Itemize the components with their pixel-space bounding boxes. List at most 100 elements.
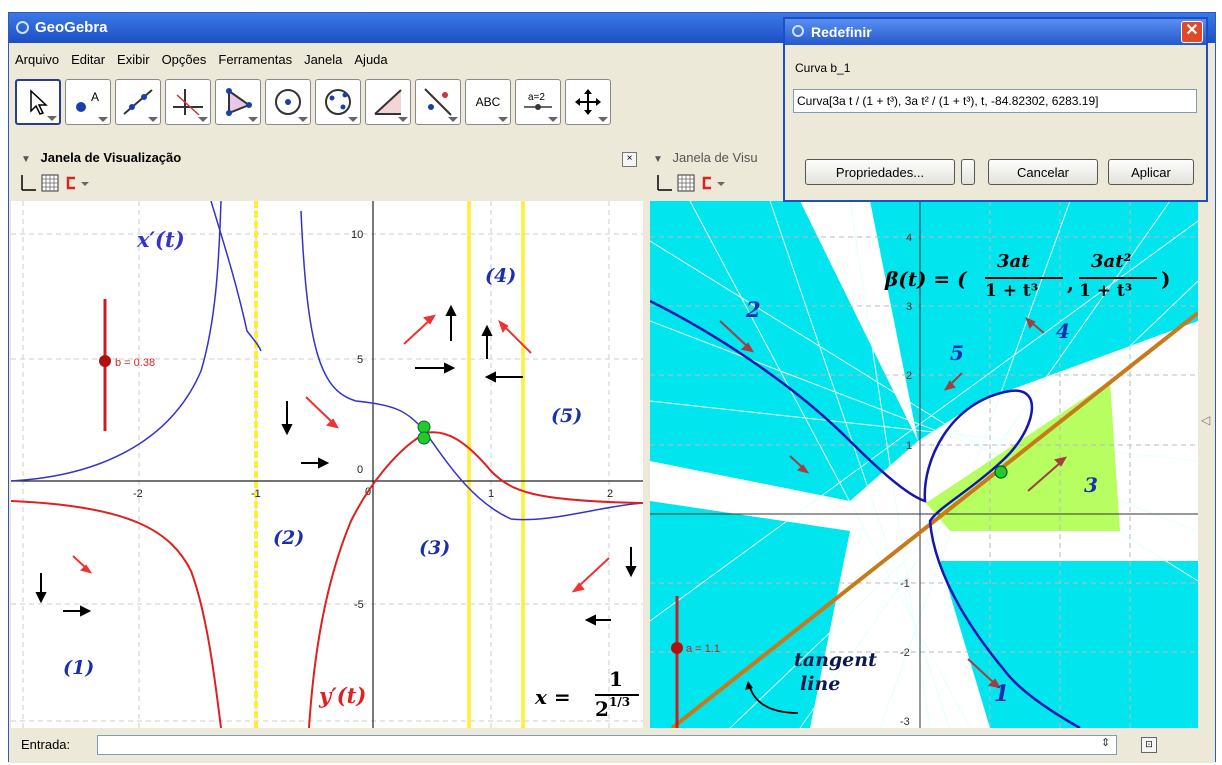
conic-tool-button[interactable] — [315, 79, 361, 125]
point-capture-icon[interactable] — [63, 174, 91, 192]
circle-tool-button[interactable] — [265, 79, 311, 125]
cancel-button[interactable]: Cancelar — [988, 159, 1098, 185]
keyboard-toggle-icon[interactable]: ⊡ — [1141, 737, 1157, 753]
menu-exibir[interactable]: Exibir — [117, 52, 150, 67]
green-point[interactable] — [417, 420, 431, 434]
collapse-arrow-icon[interactable]: ▼ — [653, 154, 663, 165]
menu-bar: Arquivo Editar Exibir Opções Ferramentas… — [9, 49, 394, 71]
line-tool-button[interactable] — [115, 79, 161, 125]
left-view-title: Janela de Visualização — [40, 150, 182, 165]
right-view-header: ▼ Janela de Visu — [653, 147, 758, 169]
tangent-line — [670, 311, 1198, 728]
input-field[interactable] — [97, 735, 1117, 755]
x-prime-label: x′(t) — [137, 227, 185, 252]
slider-a-label: a = 1.1 — [686, 643, 720, 655]
separator-button — [961, 159, 975, 185]
frac2-denominator: 1 + t³ — [1079, 281, 1133, 301]
slider-tool-button[interactable]: a=2 — [515, 79, 561, 125]
segment-label-5: 5 — [950, 341, 964, 365]
tick-x-2: 2 — [607, 488, 613, 500]
angle-icon — [374, 89, 402, 115]
polygon-tool-button[interactable] — [215, 79, 261, 125]
definition-input[interactable]: Curva[3a t / (1 + t³), 3a t² / (1 + t³),… — [793, 89, 1197, 113]
menu-editar[interactable]: Editar — [71, 52, 106, 67]
frac1-numerator: 3at — [997, 251, 1030, 272]
red-direction-arrows — [72, 314, 610, 593]
conic-icon — [325, 89, 351, 115]
expand-view-icon[interactable]: ◁ — [1201, 413, 1211, 427]
properties-button[interactable]: Propriedades... — [805, 159, 955, 185]
slider-a-knob[interactable] — [671, 642, 683, 654]
input-bar-label: Entrada: — [21, 737, 71, 752]
frac2-numerator: 3at² — [1091, 251, 1132, 272]
svg-text:A: A — [91, 90, 99, 104]
move-tool-button[interactable] — [15, 79, 61, 125]
formula-exponent: 1/3 — [609, 695, 631, 709]
point-tool-button[interactable]: A — [65, 79, 111, 125]
tick-y-1: 1 — [906, 440, 912, 452]
close-view-icon[interactable]: × — [622, 152, 637, 167]
axes-toggle-icon[interactable] — [19, 174, 37, 192]
tangent-label-line1: tangent — [794, 649, 877, 671]
region-1-label: (1) — [63, 657, 95, 679]
toolbar: A ABC — [15, 79, 611, 127]
grid-toggle-icon[interactable] — [41, 174, 59, 192]
green-point[interactable] — [417, 431, 431, 445]
point-icon: A — [76, 90, 99, 112]
tick-y-4: 4 — [906, 232, 912, 244]
input-history-icon[interactable]: ⇕ — [1101, 737, 1111, 749]
tangent-label-line2: line — [800, 673, 841, 695]
right-view-title: Janela de Visu — [672, 150, 758, 165]
redefine-dialog: Redefinir ✕ Curva b_1 Curva[3a t / (1 + … — [783, 17, 1208, 202]
region-3-label: (3) — [419, 537, 451, 559]
menu-opcoes[interactable]: Opções — [161, 52, 207, 67]
text-tool-button[interactable]: ABC — [465, 79, 511, 125]
input-bar: Entrada: ⇕ ⊡ — [9, 729, 1215, 763]
right-tick-labels: 4 3 2 1 -1 -2 -3 — [900, 232, 912, 728]
grid-toggle-icon[interactable] — [677, 174, 695, 192]
menu-ajuda[interactable]: Ajuda — [354, 52, 388, 67]
formula-denominator: 2 — [595, 697, 609, 721]
left-view-style-bar — [19, 171, 91, 195]
beta-comma: , — [1067, 271, 1074, 295]
window-title: GeoGebra — [35, 19, 108, 36]
reflect-tool-button[interactable] — [415, 79, 461, 125]
black-direction-arrows — [35, 304, 637, 626]
svg-text:a=2: a=2 — [528, 92, 545, 103]
cyan-region-bottom-left — [650, 501, 850, 728]
tangent-label-arrowhead — [745, 681, 753, 690]
left-graphics-view[interactable]: -2 -1 0 1 2 10 5 0 -5 — [11, 201, 643, 728]
collapse-arrow-icon[interactable]: ▼ — [21, 154, 31, 165]
menu-ferramentas[interactable]: Ferramentas — [218, 52, 293, 67]
x-prime-curve-a — [11, 201, 222, 482]
left-graph-canvas[interactable]: -2 -1 0 1 2 10 5 0 -5 — [11, 201, 643, 728]
line-icon — [123, 89, 153, 115]
segment-label-3: 3 — [1084, 473, 1098, 497]
right-graph-canvas[interactable]: 4 3 2 1 -1 -2 -3 — [650, 201, 1198, 728]
folium-curve[interactable] — [650, 299, 1081, 728]
curve-point[interactable] — [994, 465, 1008, 479]
dialog-title: Redefinir — [811, 24, 872, 40]
green-region — [926, 381, 1120, 531]
menu-janela[interactable]: Janela — [304, 52, 343, 67]
menu-arquivo[interactable]: Arquivo — [15, 52, 60, 67]
angle-tool-button[interactable] — [365, 79, 411, 125]
axes-toggle-icon[interactable] — [655, 174, 673, 192]
move-view-tool-button[interactable] — [565, 79, 611, 125]
tick-x--1: -1 — [251, 488, 261, 500]
right-graphics-view[interactable]: 4 3 2 1 -1 -2 -3 — [650, 201, 1198, 728]
apply-button[interactable]: Aplicar — [1108, 159, 1194, 185]
tangent-label-arrow — [749, 686, 799, 714]
dialog-close-button[interactable]: ✕ — [1181, 21, 1203, 43]
polygon-icon — [226, 88, 252, 116]
dialog-app-icon — [792, 25, 804, 37]
segment-label-1: 1 — [994, 681, 1010, 707]
point-capture-icon[interactable] — [699, 174, 727, 192]
segment-label-4: 4 — [1056, 319, 1070, 343]
segment-label-2: 2 — [746, 297, 761, 322]
circle-center-icon — [275, 89, 301, 115]
tick-y--2: -2 — [900, 647, 910, 659]
dialog-title-bar: Redefinir ✕ — [785, 19, 1206, 45]
perpendicular-tool-button[interactable] — [165, 79, 211, 125]
slider-b-knob[interactable] — [99, 355, 111, 367]
